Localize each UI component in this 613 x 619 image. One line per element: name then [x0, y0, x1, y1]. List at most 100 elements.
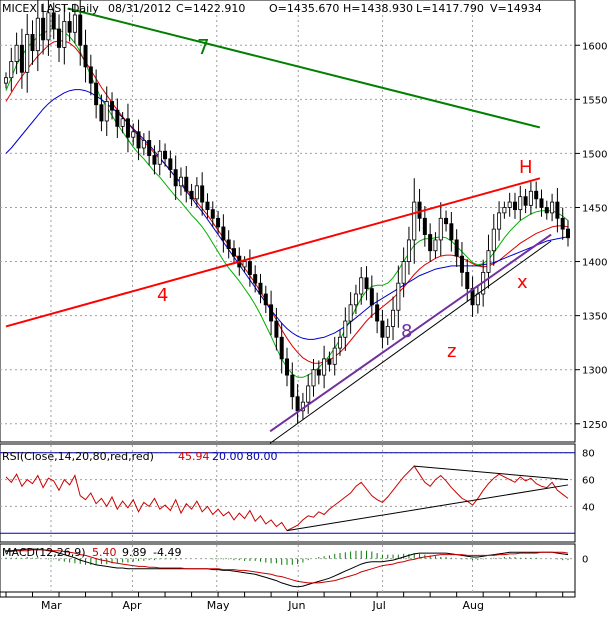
- candle-body: [184, 176, 189, 192]
- candle-body: [19, 44, 24, 73]
- trendlines: [5, 7, 552, 444]
- candle-body: [343, 320, 348, 338]
- price-tick-label: 1450: [582, 203, 607, 214]
- header-close: C=1422.910: [176, 2, 245, 15]
- candle-body: [385, 326, 390, 338]
- macd-tick-label: 0: [582, 555, 588, 566]
- candles: [4, 0, 571, 424]
- candle-body: [99, 104, 104, 122]
- header-high: H=1438.930: [343, 2, 413, 15]
- candle-body: [512, 201, 517, 211]
- candle-body: [544, 207, 549, 214]
- candle-body: [274, 320, 279, 338]
- rsi-trendline-upper: [414, 465, 569, 481]
- rsi-tick-label: 60: [582, 476, 595, 487]
- candle-body: [444, 217, 449, 225]
- candle-body: [14, 44, 19, 62]
- rsi-trendline-lower: [286, 484, 569, 532]
- price-tick-label: 1350: [582, 312, 607, 323]
- candle-body: [152, 155, 157, 165]
- candle-body: [115, 109, 120, 127]
- month-label: Jul: [372, 599, 386, 612]
- candle-body: [380, 320, 385, 338]
- macd-value: 5.40: [92, 546, 117, 559]
- annotation-8: 8: [401, 321, 412, 342]
- macd-line: [6, 548, 569, 588]
- rsi-low-level: 20.00: [212, 450, 244, 463]
- candle-body: [178, 176, 183, 187]
- candle-body: [67, 21, 72, 33]
- candle-body: [157, 150, 162, 165]
- candle-body: [194, 185, 199, 200]
- candle-body: [51, 12, 56, 30]
- candle-body: [391, 309, 396, 327]
- price-tick-label: 1550: [582, 95, 607, 106]
- candle-body: [332, 347, 337, 365]
- candle-body: [560, 217, 565, 230]
- candle-body: [401, 261, 406, 284]
- candle-body: [523, 196, 528, 206]
- candle-body: [83, 44, 88, 68]
- candle-body: [497, 212, 502, 230]
- rsi-high-level: 80.00: [246, 450, 278, 463]
- month-label: Jun: [287, 599, 305, 612]
- candle-body: [353, 293, 358, 306]
- candle-body: [412, 201, 417, 241]
- y-axis-ticks: 1250 1300 1350 1400 1450 1500 1550 1600 80 60 40 0: [575, 41, 607, 566]
- candle-body: [369, 288, 374, 306]
- candle-body: [459, 255, 464, 273]
- candle-body: [338, 336, 343, 349]
- price-tick-label: 1500: [582, 149, 607, 160]
- candle-body: [433, 239, 438, 252]
- month-label: May: [207, 599, 230, 612]
- price-tick-label: 1300: [582, 366, 607, 377]
- price-tick-label: 1600: [582, 41, 607, 52]
- candle-body: [88, 66, 93, 84]
- candle-body: [465, 271, 470, 289]
- candle-body: [25, 34, 30, 73]
- trendline-8: [269, 233, 552, 433]
- candle-body: [290, 374, 295, 398]
- candle-body: [120, 118, 125, 127]
- candle-body: [258, 282, 263, 295]
- x-axis-ticks: Mar Apr May Jun Jul Aug: [5, 592, 564, 612]
- candle-body: [539, 198, 544, 208]
- trendline-7: [67, 7, 541, 129]
- candle-body: [125, 118, 130, 138]
- candle-body: [163, 150, 168, 160]
- annotation-x: x: [517, 272, 528, 293]
- macd-signal-value: 9.89: [122, 546, 147, 559]
- candle-body: [221, 226, 226, 241]
- trendline-4: [5, 177, 541, 328]
- candle-body: [327, 358, 332, 365]
- candle-body: [534, 190, 539, 200]
- date-axis-frame: [0, 591, 576, 598]
- candle-body: [507, 201, 512, 208]
- candle-body: [295, 396, 300, 412]
- ma-line-red: [5, 40, 569, 364]
- header-symbol: MICEX LAST-Daily: [2, 2, 99, 15]
- candle-body: [269, 304, 274, 322]
- candle-body: [279, 336, 284, 360]
- candle-body: [550, 201, 555, 214]
- rsi-tick-label: 40: [582, 502, 595, 513]
- macd-series: [5, 548, 569, 588]
- candle-body: [205, 201, 210, 211]
- candle-body: [226, 239, 231, 249]
- ma-line-blue: [5, 89, 569, 340]
- candle-body: [428, 234, 433, 252]
- candle-body: [30, 34, 35, 52]
- candle-body: [94, 82, 99, 106]
- candle-body: [491, 228, 496, 252]
- candle-body: [4, 77, 9, 84]
- macd-panel-frame: [0, 543, 576, 593]
- rsi-series: [0, 452, 575, 534]
- header-low: L=1417.790: [416, 2, 484, 15]
- trendline-H: [269, 240, 552, 444]
- candle-body: [502, 207, 507, 214]
- price-tick-label: 1250: [582, 420, 607, 431]
- candle-body: [231, 248, 236, 257]
- candle-body: [147, 140, 152, 156]
- candle-body: [104, 101, 109, 122]
